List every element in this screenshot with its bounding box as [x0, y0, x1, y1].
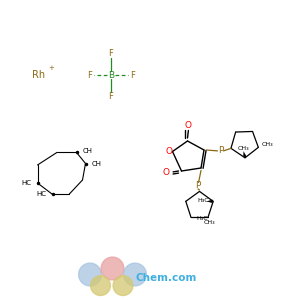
Text: F: F: [130, 70, 135, 80]
Text: F: F: [109, 92, 113, 100]
Circle shape: [124, 263, 146, 286]
Text: O: O: [163, 168, 170, 177]
Polygon shape: [207, 200, 213, 203]
Text: HC: HC: [22, 180, 32, 186]
Text: O: O: [185, 122, 192, 130]
Text: F: F: [87, 70, 92, 80]
Polygon shape: [243, 151, 247, 157]
Text: P: P: [195, 181, 201, 190]
Text: +: +: [49, 65, 55, 71]
Text: CH₃: CH₃: [238, 146, 249, 151]
Text: Chem.com: Chem.com: [136, 273, 197, 284]
Text: O: O: [166, 147, 173, 156]
Text: CH₃: CH₃: [262, 142, 273, 147]
Text: P: P: [218, 146, 223, 155]
Text: CH₃: CH₃: [204, 220, 215, 225]
Text: Rh: Rh: [32, 70, 46, 80]
Text: CH: CH: [92, 160, 101, 166]
Text: CH: CH: [83, 148, 93, 154]
Text: H₃C: H₃C: [197, 198, 209, 203]
Circle shape: [113, 276, 133, 296]
Text: H₃C: H₃C: [196, 216, 208, 221]
Circle shape: [101, 257, 124, 280]
Text: B: B: [108, 70, 114, 80]
Circle shape: [79, 263, 101, 286]
Text: F: F: [109, 50, 113, 58]
Circle shape: [91, 276, 110, 296]
Text: HC: HC: [37, 191, 46, 197]
